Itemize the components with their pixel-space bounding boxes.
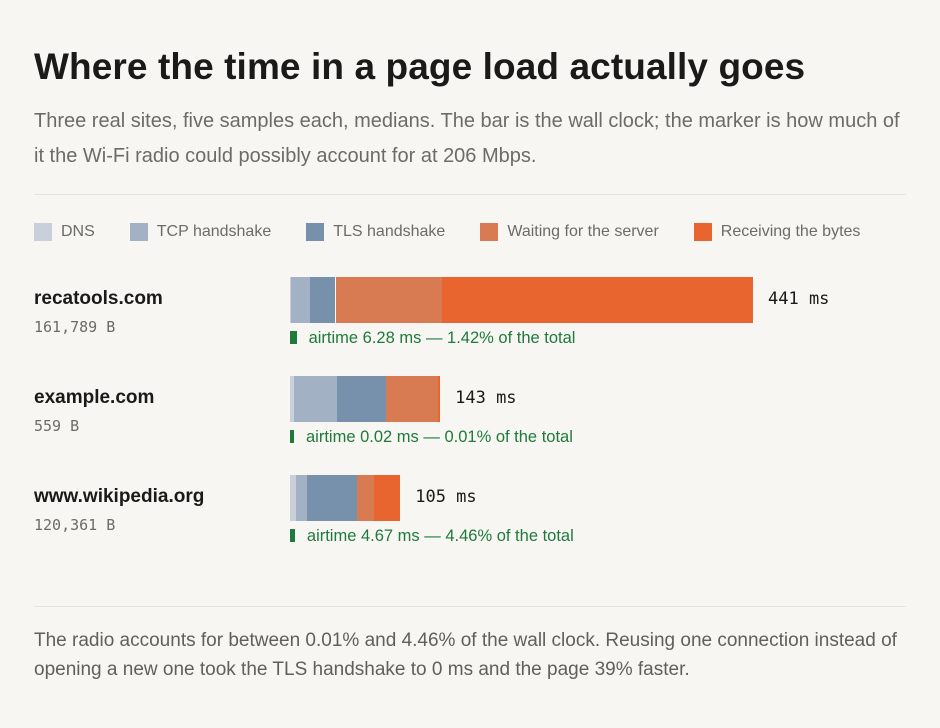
site-name-example: example.com: [34, 387, 155, 408]
legend-item-waiting: Waiting for the server: [480, 223, 659, 241]
legend-item-receiving: Receiving the bytes: [693, 223, 861, 241]
site-bytes-wikipedia: 120,361 B: [34, 516, 116, 534]
site-name-recatools: recatools.com: [34, 288, 163, 309]
site-name-wikipedia: www.wikipedia.org: [34, 486, 205, 507]
airtime-marker-example: [290, 430, 294, 443]
legend-label-dns: DNS: [61, 223, 95, 240]
airtime-marker-wikipedia: [290, 529, 295, 542]
footer-note: The radio accounts for between 0.01% and…: [34, 630, 897, 680]
legend-swatch-tls: [306, 223, 325, 241]
legend-item-tcp: TCP handshake: [129, 223, 272, 241]
legend-swatch-waiting: [480, 223, 499, 241]
legend-swatch-receiving: [693, 223, 712, 241]
legend: DNS TCP handshake TLS handshake Waiting …: [34, 221, 860, 243]
chart-title: Where the time in a page load actually g…: [34, 46, 806, 87]
airtime-marker-recatools: [290, 331, 297, 344]
bar-segment-receiving: [442, 277, 753, 323]
bar-segment-tls: [306, 475, 358, 521]
bar-segment-waiting: [385, 376, 439, 422]
legend-item-dns: DNS: [34, 223, 95, 241]
legend-swatch-tcp: [129, 223, 148, 241]
airtime-label-recatools: airtime 6.28 ms — 1.42% of the total: [308, 329, 576, 347]
bar-segment-receiving: [438, 376, 441, 422]
legend-label-tls: TLS handshake: [333, 223, 446, 240]
divider-bottom: [34, 606, 906, 607]
legend-label-receiving: Receiving the bytes: [720, 223, 861, 240]
total-label-example: 143 ms: [455, 388, 517, 408]
bar-segment-waiting: [335, 277, 443, 323]
bar-segment-tcp: [291, 277, 311, 323]
bar-segment-receiving: [374, 475, 401, 521]
chart-subtitle: Three real sites, five samples each, med…: [34, 110, 900, 167]
bar-segment-waiting: [357, 475, 375, 521]
divider-top: [34, 194, 906, 195]
bar-segment-tcp: [295, 475, 307, 521]
legend-swatch-dns: [34, 223, 52, 241]
airtime-label-wikipedia: airtime 4.67 ms — 4.46% of the total: [306, 527, 574, 545]
bar-segment-dns: [290, 277, 292, 323]
legend-item-tls: TLS handshake: [306, 223, 445, 241]
airtime-label-example: airtime 0.02 ms — 0.01% of the total: [306, 428, 573, 446]
legend-label-waiting: Waiting for the server: [507, 223, 659, 240]
site-bytes-recatools: 161,789 B: [34, 318, 116, 336]
legend-label-tcp: TCP handshake: [156, 223, 272, 240]
total-label-recatools: 441 ms: [768, 289, 830, 309]
bar-segment-tls: [310, 277, 336, 323]
bar-segment-dns: [290, 376, 294, 422]
bar-segment-tls: [337, 376, 386, 422]
bar-segment-tcp: [293, 376, 338, 422]
site-bytes-example: 559 B: [34, 417, 80, 435]
total-label-wikipedia: 105 ms: [415, 487, 477, 507]
bar-segment-dns: [290, 475, 296, 521]
